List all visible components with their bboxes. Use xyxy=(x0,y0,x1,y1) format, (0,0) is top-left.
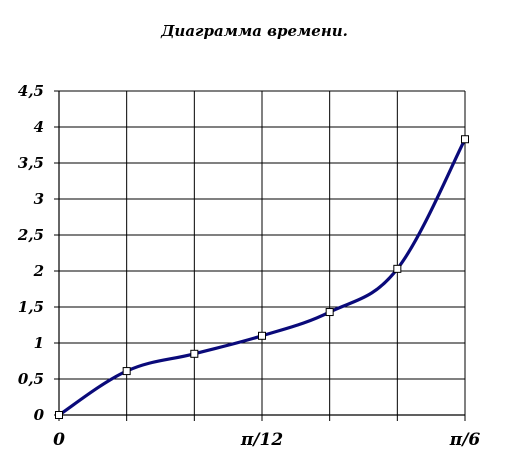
data-point-marker xyxy=(258,331,266,340)
y-tick-label: 3,5 xyxy=(18,154,44,172)
chart-title: Диаграмма времени. xyxy=(161,22,348,40)
y-tick-label: 0 xyxy=(34,406,45,424)
data-point-marker xyxy=(461,135,469,144)
data-point-marker xyxy=(393,264,402,273)
grid xyxy=(59,90,466,415)
series xyxy=(55,135,469,419)
x-tick-label: π/12 xyxy=(240,430,283,450)
y-tick-label: 3 xyxy=(34,190,44,208)
y-tick-label: 1,5 xyxy=(18,298,44,316)
y-tick-label: 4 xyxy=(34,118,44,136)
x-tick-label: 0 xyxy=(53,430,65,450)
data-point-marker xyxy=(122,367,131,376)
y-tick-label: 1 xyxy=(34,334,44,352)
y-tick-label: 2,5 xyxy=(17,226,44,244)
x-tick-labels: 0 π/12 π/6 xyxy=(53,430,480,450)
y-tick-label: 4,5 xyxy=(18,82,44,100)
data-point-marker xyxy=(190,349,199,358)
x-tick-label: π/6 xyxy=(449,430,481,450)
data-point-marker xyxy=(55,411,63,419)
data-point-marker xyxy=(325,308,334,317)
y-tick-labels: 0 0,5 1 1,5 2 2,5 3 3,5 4 4,5 xyxy=(17,82,45,424)
y-tick-label: 2 xyxy=(33,262,44,280)
y-tick-label: 0,5 xyxy=(18,370,44,388)
axes xyxy=(54,90,466,421)
